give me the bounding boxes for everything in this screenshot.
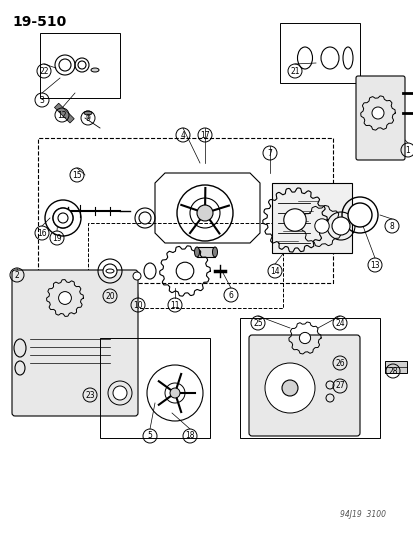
Text: 94J19  3100: 94J19 3100 xyxy=(339,510,385,519)
Text: 11: 11 xyxy=(170,301,179,310)
Circle shape xyxy=(283,209,306,231)
Text: 2: 2 xyxy=(14,271,19,279)
Circle shape xyxy=(299,333,310,344)
Bar xyxy=(197,247,214,257)
Text: 23: 23 xyxy=(85,391,95,400)
Text: 21: 21 xyxy=(290,67,299,76)
Bar xyxy=(271,183,351,253)
Circle shape xyxy=(133,272,141,280)
Bar xyxy=(100,338,209,438)
Text: 6: 6 xyxy=(228,290,233,300)
Text: 20: 20 xyxy=(105,292,114,301)
Circle shape xyxy=(347,203,371,227)
Text: 1: 1 xyxy=(405,146,409,155)
Text: 25: 25 xyxy=(253,319,262,327)
Text: 17: 17 xyxy=(200,131,209,140)
Text: 5: 5 xyxy=(147,432,152,440)
Text: 7: 7 xyxy=(267,149,272,157)
Circle shape xyxy=(113,386,127,400)
Circle shape xyxy=(59,292,71,304)
Circle shape xyxy=(264,363,314,413)
Text: 4: 4 xyxy=(180,131,185,140)
Text: 3: 3 xyxy=(40,95,44,104)
Text: 15: 15 xyxy=(72,171,82,180)
Text: 22: 22 xyxy=(39,67,49,76)
Circle shape xyxy=(103,264,117,278)
Circle shape xyxy=(331,217,349,235)
Ellipse shape xyxy=(84,111,92,115)
Text: 19-510: 19-510 xyxy=(12,15,66,29)
Text: 18: 18 xyxy=(185,432,194,440)
Text: 13: 13 xyxy=(369,261,379,270)
Text: 10: 10 xyxy=(133,301,142,310)
Text: 19: 19 xyxy=(52,233,62,243)
Ellipse shape xyxy=(212,247,217,257)
Circle shape xyxy=(371,107,383,119)
Text: 9: 9 xyxy=(85,114,90,123)
Circle shape xyxy=(197,205,212,221)
Circle shape xyxy=(53,208,73,228)
Circle shape xyxy=(170,388,180,398)
Circle shape xyxy=(176,262,193,280)
Circle shape xyxy=(78,61,86,69)
Bar xyxy=(38,138,332,283)
Bar xyxy=(55,103,74,123)
Ellipse shape xyxy=(91,68,99,72)
Text: 27: 27 xyxy=(335,382,344,391)
Ellipse shape xyxy=(194,247,199,257)
FancyBboxPatch shape xyxy=(355,76,404,160)
Circle shape xyxy=(139,212,151,224)
Circle shape xyxy=(59,59,71,71)
Circle shape xyxy=(314,219,328,233)
Bar xyxy=(240,318,379,438)
Bar xyxy=(384,361,406,373)
Circle shape xyxy=(58,213,68,223)
Text: 12: 12 xyxy=(57,110,66,119)
Circle shape xyxy=(281,380,297,396)
Bar xyxy=(279,23,359,83)
Text: 16: 16 xyxy=(37,229,47,238)
FancyBboxPatch shape xyxy=(12,270,138,416)
Bar xyxy=(40,33,120,98)
FancyBboxPatch shape xyxy=(248,335,359,436)
Text: 28: 28 xyxy=(387,367,397,376)
Text: 8: 8 xyxy=(389,222,394,230)
Text: 14: 14 xyxy=(270,266,279,276)
Text: 24: 24 xyxy=(335,319,344,327)
Ellipse shape xyxy=(106,269,114,273)
Bar xyxy=(88,223,282,308)
Text: 26: 26 xyxy=(335,359,344,367)
